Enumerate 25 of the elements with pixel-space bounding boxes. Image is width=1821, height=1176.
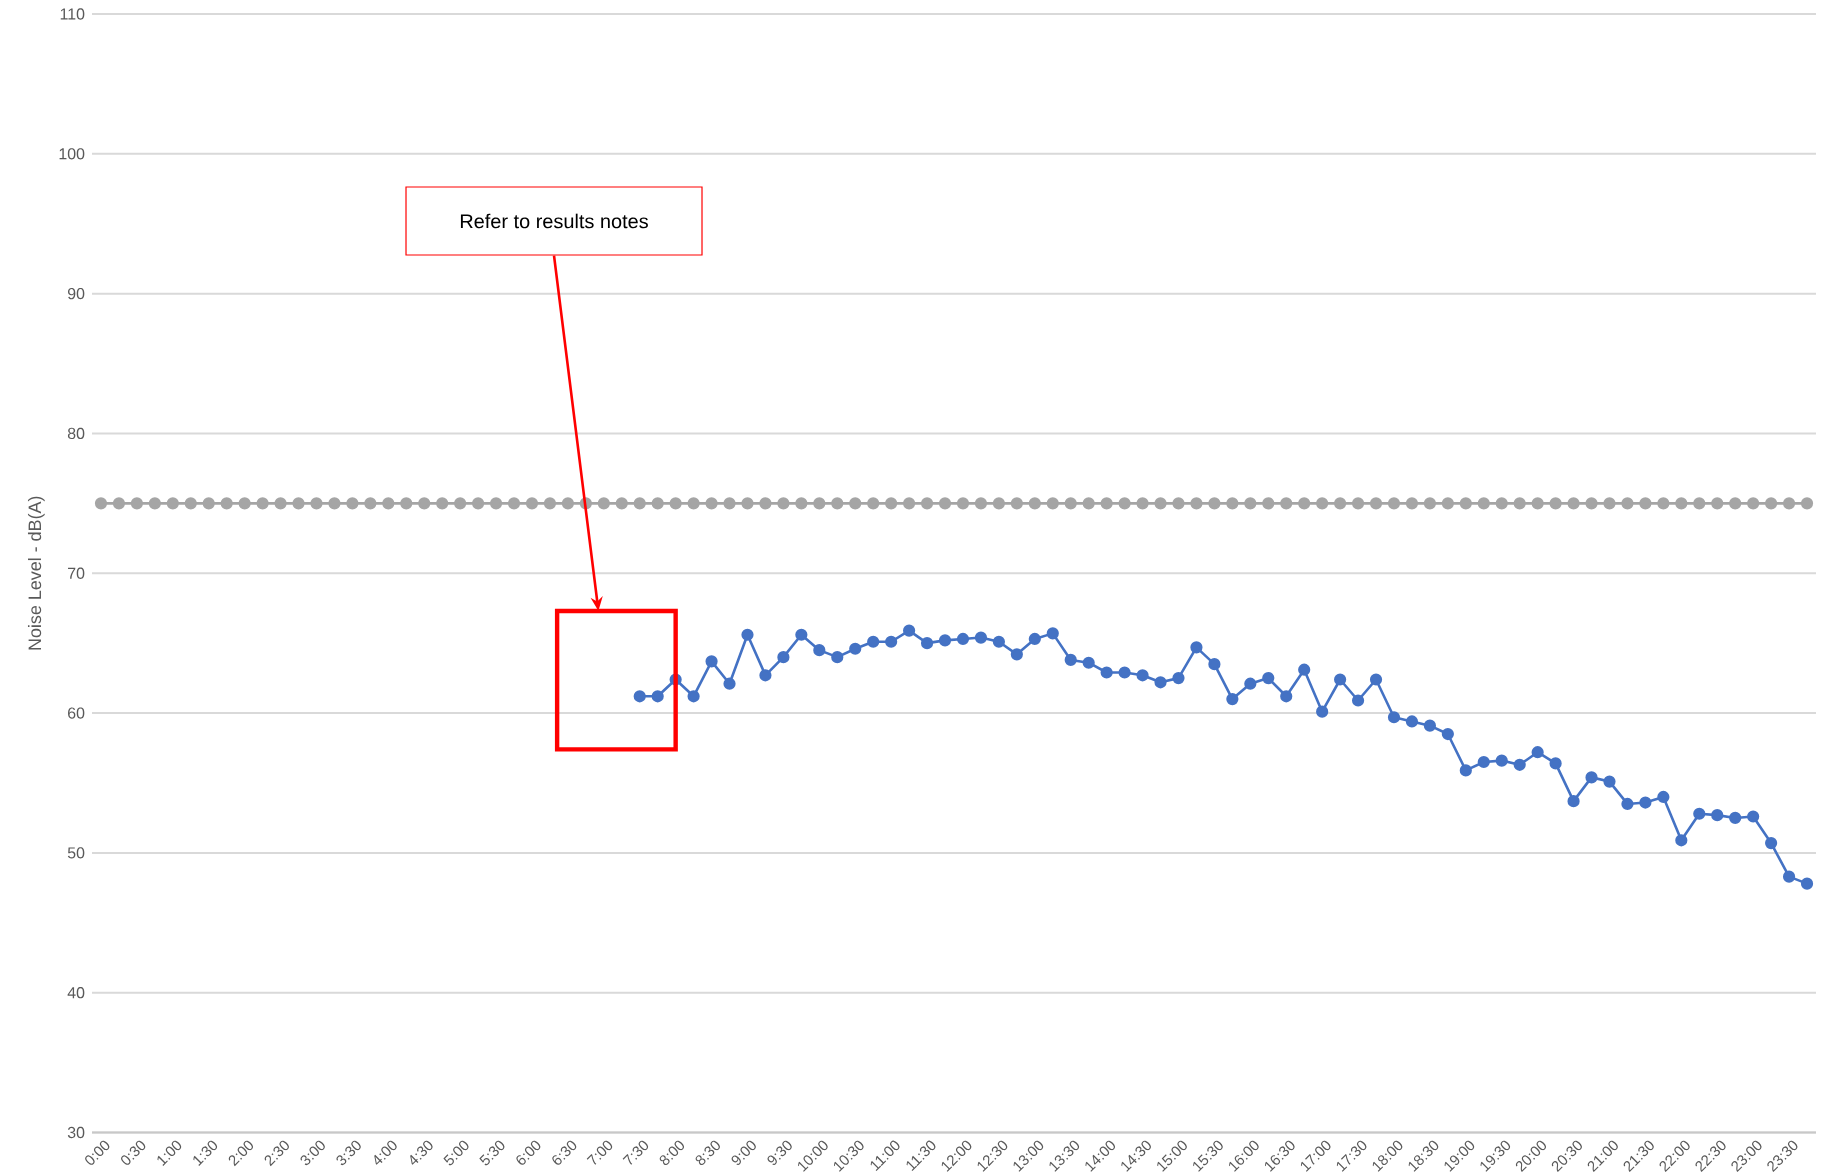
- x-tick-label: 6:30: [552, 1140, 577, 1165]
- x-tick-label: 7:30: [622, 1140, 649, 1165]
- x-tick-label: 9:30: [767, 1140, 792, 1166]
- x-tick-label: 8:00: [659, 1140, 685, 1166]
- x-tick-label: 0:00: [85, 1140, 110, 1165]
- y-tick-label: 110: [60, 8, 85, 20]
- x-tick-label: 3:00: [300, 1140, 325, 1166]
- x-tick-label: 7:00: [586, 1140, 613, 1165]
- y-tick-label: 50: [67, 847, 85, 859]
- y-tick-label: 40: [67, 987, 85, 999]
- x-tick-label: 4:30: [410, 1140, 433, 1165]
- x-tick-label: 9:00: [731, 1140, 756, 1166]
- y-tick-label: 80: [67, 427, 85, 440]
- y-tick-label: 30: [67, 1126, 85, 1139]
- annotation: Refer to results notes: [460, 213, 648, 229]
- y-tick-label: 70: [68, 567, 85, 579]
- y-tick-label: 100: [59, 148, 85, 160]
- x-tick-label: 0:30: [121, 1140, 146, 1165]
- x-tick-label: 6:00: [516, 1140, 541, 1165]
- y-axis-title: Noise Level - dB(A): [27, 496, 45, 650]
- y-tick-label: 90: [67, 287, 85, 300]
- y-tick-label: 60: [68, 707, 85, 719]
- x-tick-label: 4:00: [374, 1140, 397, 1165]
- x-tick-label: 8:30: [695, 1140, 720, 1166]
- x-tick-label: 3:30: [336, 1140, 361, 1166]
